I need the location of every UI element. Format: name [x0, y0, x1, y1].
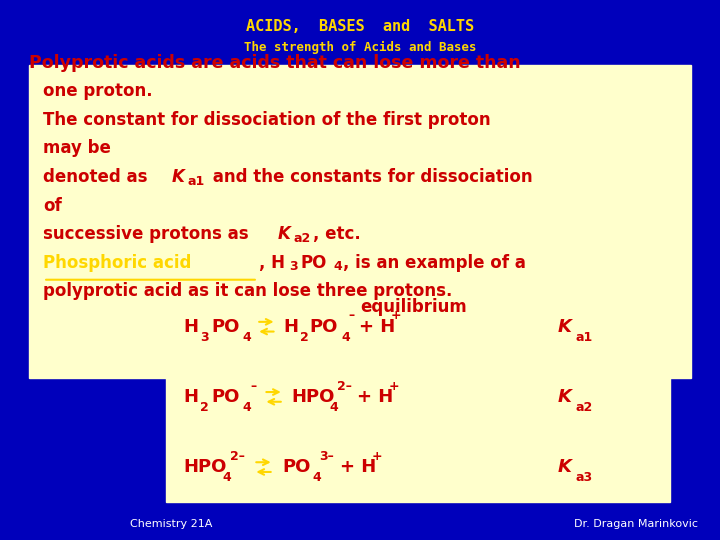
Text: Polyprotic acids are acids that can lose more than: Polyprotic acids are acids that can lose…	[29, 54, 521, 72]
Text: + H: + H	[340, 458, 376, 476]
Text: PO: PO	[301, 254, 328, 272]
Text: 4: 4	[222, 471, 231, 484]
Text: 4: 4	[330, 401, 338, 414]
Text: HPO: HPO	[291, 388, 334, 406]
Text: –: –	[348, 309, 355, 322]
Text: 4: 4	[333, 260, 342, 273]
Text: 4: 4	[243, 331, 251, 344]
Text: +: +	[390, 309, 401, 322]
Text: PO: PO	[211, 388, 239, 406]
Text: Chemistry 21A: Chemistry 21A	[130, 519, 212, 529]
Text: a2: a2	[576, 401, 593, 414]
Text: K: K	[278, 225, 291, 243]
Text: successive protons as: successive protons as	[43, 225, 255, 243]
Text: 4: 4	[341, 331, 350, 344]
Text: 2–: 2–	[230, 450, 245, 463]
FancyBboxPatch shape	[29, 65, 691, 378]
Text: PO: PO	[282, 458, 310, 476]
Text: a1: a1	[187, 175, 204, 188]
Text: K: K	[558, 388, 572, 406]
Text: of: of	[43, 197, 62, 214]
Text: polyprotic acid as it can lose three protons.: polyprotic acid as it can lose three pro…	[43, 282, 453, 300]
Text: one proton.: one proton.	[43, 82, 153, 100]
Text: 3: 3	[289, 260, 298, 273]
Text: The constant for dissociation of the first proton: The constant for dissociation of the fir…	[43, 111, 491, 129]
Text: 3: 3	[200, 331, 209, 344]
Text: K: K	[171, 168, 184, 186]
Text: HPO: HPO	[184, 458, 227, 476]
Text: equilibrium: equilibrium	[361, 298, 467, 316]
Text: +: +	[372, 450, 382, 463]
Text: PO: PO	[211, 318, 239, 336]
Text: 2: 2	[200, 401, 209, 414]
Text: –: –	[251, 380, 257, 393]
FancyBboxPatch shape	[166, 297, 670, 502]
Text: K: K	[558, 458, 572, 476]
Text: , etc.: , etc.	[313, 225, 361, 243]
Text: , is an example of a: , is an example of a	[343, 254, 526, 272]
Text: 3–: 3–	[320, 450, 334, 463]
Text: H: H	[284, 318, 299, 336]
Text: ACIDS,  BASES  and  SALTS: ACIDS, BASES and SALTS	[246, 19, 474, 34]
Text: + H: + H	[357, 388, 393, 406]
Text: + H: + H	[359, 318, 395, 336]
Text: a3: a3	[576, 471, 593, 484]
Text: The strength of Acids and Bases: The strength of Acids and Bases	[244, 40, 476, 53]
Text: Dr. Dragan Marinkovic: Dr. Dragan Marinkovic	[575, 519, 698, 529]
Text: a2: a2	[294, 232, 311, 245]
Text: 4: 4	[243, 401, 251, 414]
Text: Phosphoric acid: Phosphoric acid	[43, 254, 192, 272]
Text: H: H	[184, 388, 199, 406]
Text: , H: , H	[259, 254, 285, 272]
Text: may be: may be	[43, 139, 111, 157]
Text: H: H	[184, 318, 199, 336]
Text: and the constants for dissociation: and the constants for dissociation	[207, 168, 533, 186]
Text: denoted as: denoted as	[43, 168, 153, 186]
Text: 2–: 2–	[337, 380, 352, 393]
Text: PO: PO	[310, 318, 338, 336]
Text: K: K	[558, 318, 572, 336]
Text: a1: a1	[576, 331, 593, 344]
Text: +: +	[389, 380, 400, 393]
Text: 2: 2	[300, 331, 308, 344]
Text: 4: 4	[312, 471, 321, 484]
